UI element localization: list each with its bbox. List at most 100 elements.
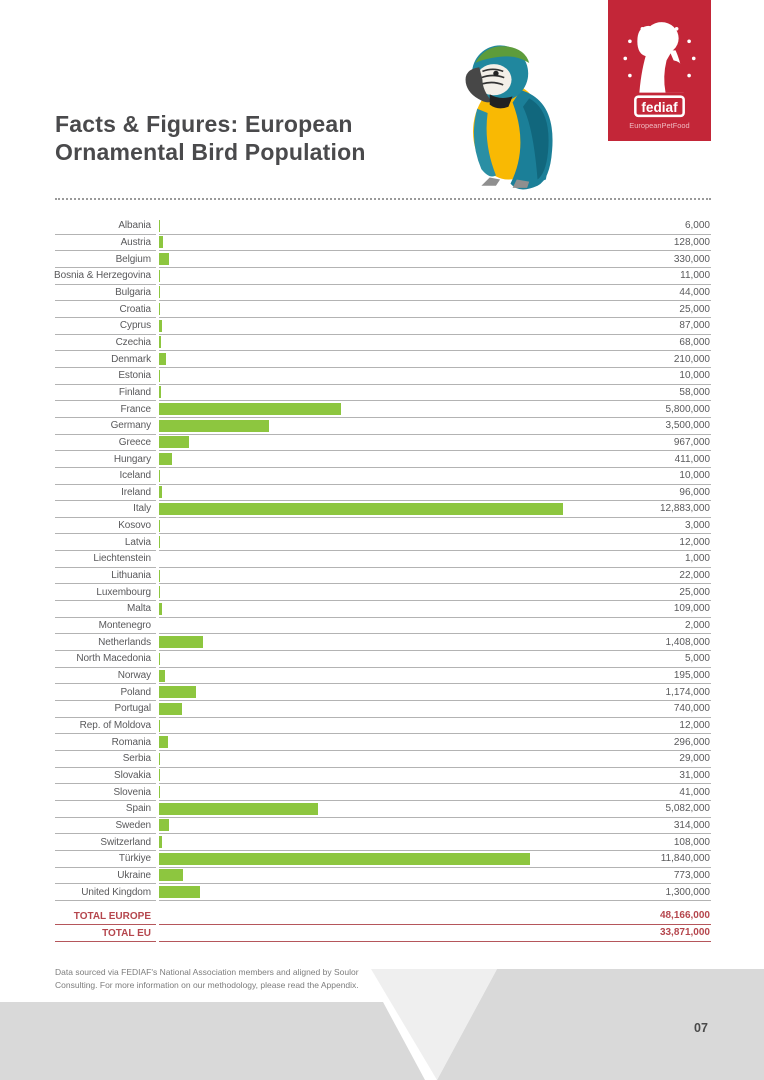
population-bar [159,436,190,449]
country-label: Ukraine [55,868,156,885]
population-value: 195,000 [673,670,710,682]
population-bar [159,869,184,882]
bar-track: 296,000 [159,734,711,751]
chart-row: Cyprus 87,000 [55,318,711,335]
population-value: 1,408,000 [665,636,711,648]
total-row: TOTAL EU 33,871,000 [55,925,711,942]
country-label: Switzerland [55,834,156,851]
population-bar [159,236,163,249]
chart-row: Ireland 96,000 [55,485,711,502]
population-bar [159,602,163,615]
country-label: Romania [55,734,156,751]
country-label: Malta [55,601,156,618]
bar-track: 22,000 [159,568,711,585]
bar-track: 29,000 [159,751,711,768]
population-bar [159,353,166,366]
chart-row: Poland 1,174,000 [55,684,711,702]
population-bar [159,636,204,649]
population-value: 12,000 [679,536,710,548]
population-value: 25,000 [679,586,710,598]
country-label: Cyprus [55,318,156,335]
country-label: Serbia [55,751,156,768]
chart-row: Estonia 10,000 [55,368,711,385]
population-bar [159,386,161,399]
chart-row: Iceland 10,000 [55,468,711,485]
population-bar [159,886,200,899]
chart-row: Kosovo 3,000 [55,518,711,535]
population-value: 210,000 [673,353,710,365]
chart-row: Denmark 210,000 [55,351,711,368]
population-value: 25,000 [679,303,710,315]
population-value: 5,800,000 [665,403,711,415]
population-bar [159,669,166,682]
chart-row: Sweden 314,000 [55,818,711,835]
dog-cat-silhouette-icon [637,22,686,93]
bar-track: 58,000 [159,385,711,402]
chart-row: Luxembourg 25,000 [55,584,711,602]
bar-track: 109,000 [159,601,711,618]
country-label: Slovakia [55,768,156,785]
population-value: 96,000 [679,486,710,498]
population-value: 11,840,000 [660,853,710,865]
country-label: France [55,401,156,418]
population-value: 109,000 [673,603,710,615]
chart-row: France 5,800,000 [55,401,711,418]
parrot-image [448,36,573,192]
bar-track: 108,000 [159,834,711,851]
chart-row: Italy 12,883,000 [55,501,711,518]
country-label: Slovenia [55,784,156,801]
chart-row: Croatia 25,000 [55,301,711,318]
population-bar [159,819,169,832]
page-title: Facts & Figures: European Ornamental Bir… [55,110,366,166]
fediaf-logo: fediaf EuropeanPetFood [608,0,711,141]
chart-row: Rep. of Moldova 12,000 [55,718,711,735]
bar-track: 195,000 [159,668,711,685]
chart-row: Albania 6,000 [55,218,711,235]
chart-row: Belgium 330,000 [55,251,711,268]
population-value: 330,000 [673,253,710,265]
bar-track: 773,000 [159,868,711,885]
chart-row: Norway 195,000 [55,668,711,685]
country-label: Ireland [55,485,156,502]
footer-band-right [437,969,764,1080]
population-value: 44,000 [679,286,710,298]
population-bar [159,403,341,416]
bar-track: 44,000 [159,285,711,302]
country-label: Bosnia & Herzegovina [54,268,156,285]
population-value: 6,000 [684,220,710,232]
bar-chart: Albania 6,000 Austria 128,000 Belgium 330,000… [54,218,711,901]
bar-track: 5,082,000 [159,801,711,818]
country-label: Iceland [55,468,156,485]
bar-track: 3,500,000 [159,418,711,435]
country-label: United Kingdom [55,884,156,901]
logo-wordmark: fediaf [641,100,678,115]
population-bar [159,752,160,765]
country-label: Greece [55,435,156,452]
chart-row: Greece 967,000 [55,435,711,452]
total-value: 48,166,000 [659,910,710,921]
bar-track: 6,000 [159,218,711,235]
chart-row: Ukraine 773,000 [55,868,711,885]
bar-track: 12,000 [159,534,711,552]
population-bar [159,686,196,699]
population-bar [159,319,162,332]
population-bar [159,852,531,865]
bar-track: 10,000 [159,468,711,485]
population-bar [159,336,162,349]
population-value: 296,000 [673,736,710,748]
population-bar [159,702,183,715]
population-bar [159,802,319,815]
population-value: 108,000 [673,836,710,848]
country-label: Portugal [55,701,156,718]
population-value: 967,000 [673,436,710,448]
country-label: Finland [55,385,156,402]
bar-track: 411,000 [159,451,711,468]
population-value: 3,500,000 [665,420,711,432]
total-label: TOTAL EU [55,925,156,942]
country-label: Estonia [55,368,156,385]
population-value: 5,082,000 [665,803,711,815]
country-label: Hungary [55,451,156,468]
total-track: 33,871,000 [159,925,711,942]
population-value: 87,000 [679,320,710,332]
population-bar [159,769,160,782]
